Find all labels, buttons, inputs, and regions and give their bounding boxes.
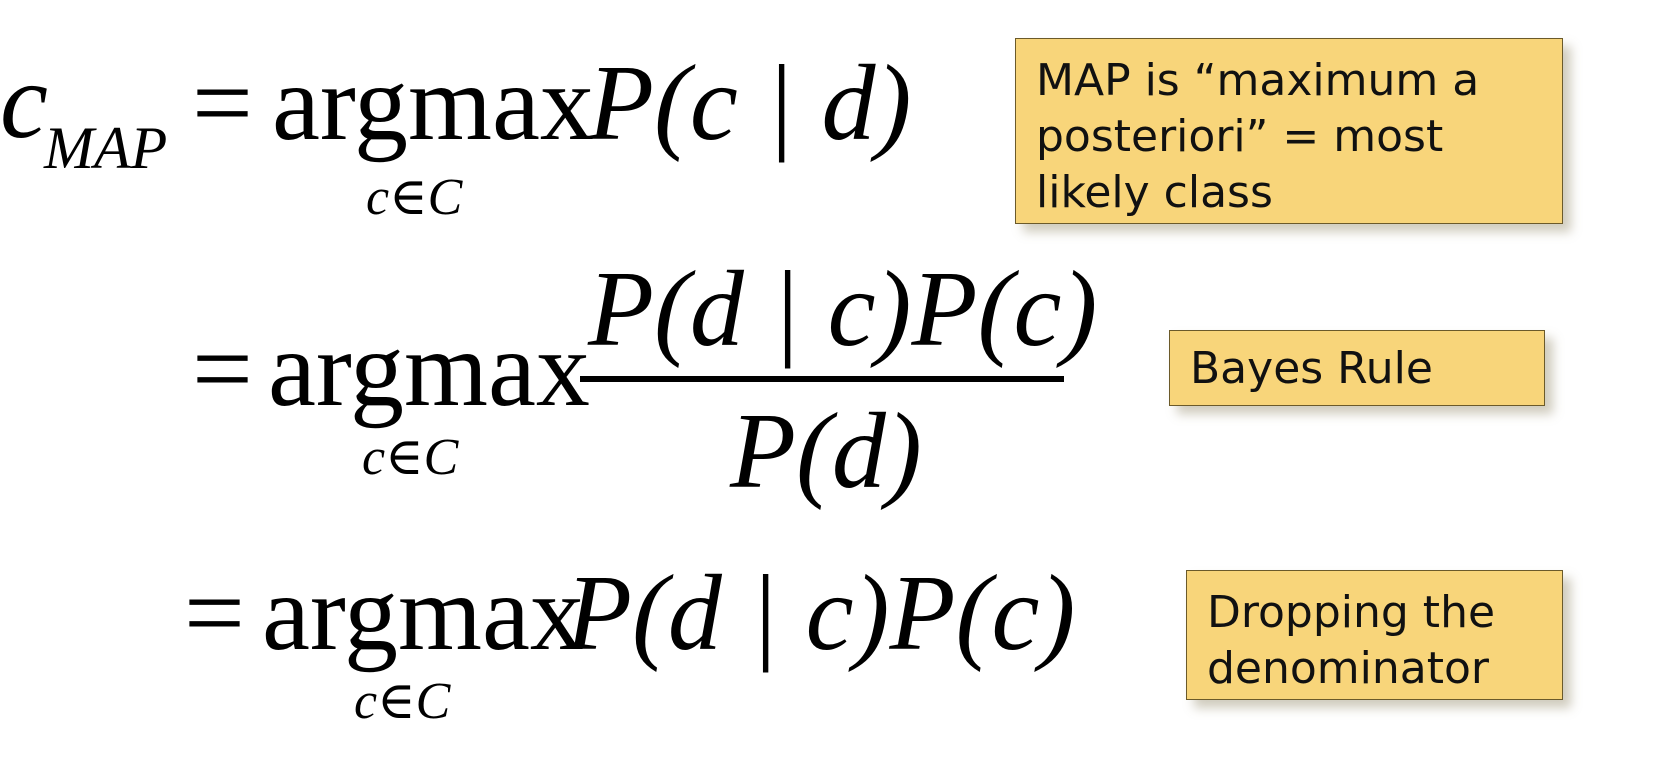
bayes-rule-note: Bayes Rule [1169,330,1545,406]
dropping-denominator-note: Dropping the denominator [1186,570,1563,700]
argmax-operator: argmax [268,310,590,429]
argmax-operator: argmax [272,44,594,163]
argmax-subscript: c∈C [354,673,451,730]
argmax-subscript: c∈C [366,169,463,226]
equals-sign: = [184,554,245,673]
fraction-numerator: P(d | c)P(c) [588,250,1098,369]
lhs-subscript: MAP [44,115,168,181]
equals-sign: = [192,44,253,163]
argmax-operator: argmax [262,554,584,673]
fraction-denominator: P(d) [730,392,922,511]
fraction-bar [580,376,1064,382]
equals-sign: = [192,310,253,429]
posterior-expression: P(c | d) [588,44,912,163]
argmax-subscript: c∈C [362,429,459,486]
map-note: MAP is “maximum a posteriori” = most lik… [1015,38,1563,224]
likelihood-prior-expression: P(d | c)P(c) [566,554,1076,673]
lhs-variable: c [0,42,48,161]
